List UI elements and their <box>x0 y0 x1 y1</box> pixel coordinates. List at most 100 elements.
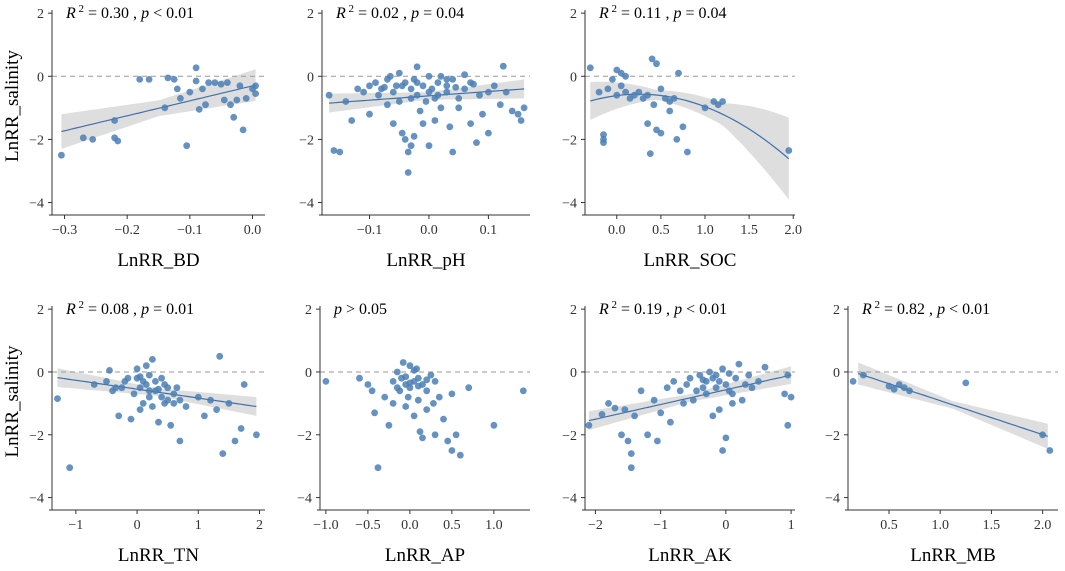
data-point <box>392 82 400 90</box>
data-point <box>650 101 658 109</box>
y-tick-label: 2 <box>833 303 840 318</box>
data-point <box>364 381 372 388</box>
y-tick-label: 2 <box>305 303 312 318</box>
data-point <box>670 378 678 385</box>
data-point <box>211 79 219 86</box>
data-point <box>425 142 433 150</box>
data-point <box>715 378 723 385</box>
data-point <box>167 421 175 429</box>
data-point <box>371 409 378 417</box>
data-point <box>195 106 203 113</box>
data-point <box>644 91 651 99</box>
data-point <box>152 378 159 385</box>
data-point <box>389 400 397 407</box>
x-tick-label: 2.0 <box>1034 518 1052 533</box>
data-point <box>220 96 228 104</box>
data-point <box>722 381 730 388</box>
data-point <box>207 396 214 404</box>
x-tick-label: 0.0 <box>244 223 262 238</box>
data-point <box>183 142 191 150</box>
data-point <box>476 91 483 99</box>
data-point <box>644 431 651 439</box>
data-point <box>136 384 144 392</box>
y-tick-label: −2 <box>562 133 577 148</box>
data-point <box>434 79 442 86</box>
data-point <box>502 88 510 96</box>
data-point <box>440 415 447 423</box>
data-point <box>745 371 753 379</box>
data-point <box>689 396 697 404</box>
confidence-band <box>61 69 256 149</box>
data-point <box>240 381 248 388</box>
data-point <box>192 64 200 72</box>
stat-annotation: R 2 = 0.02 , p = 0.04 <box>335 3 464 22</box>
data-point <box>709 412 717 420</box>
data-point <box>54 395 61 402</box>
data-point <box>402 373 410 381</box>
data-point <box>657 409 665 417</box>
data-point <box>404 169 412 176</box>
y-tick-label: −4 <box>562 492 577 507</box>
data-point <box>237 425 245 432</box>
data-point <box>173 85 181 93</box>
y-tick-label: −2 <box>562 429 577 444</box>
y-tick-label: 0 <box>570 366 577 381</box>
data-point <box>585 421 593 429</box>
data-point <box>389 88 397 96</box>
y-tick-label: −4 <box>29 197 44 212</box>
data-point <box>192 77 200 85</box>
x-tick-label: 1.0 <box>696 223 714 238</box>
data-point <box>176 437 184 445</box>
data-point <box>407 95 415 102</box>
data-point <box>90 381 98 388</box>
data-point <box>473 139 480 147</box>
data-point <box>406 379 414 387</box>
data-point <box>434 91 442 99</box>
data-point <box>485 129 492 137</box>
y-tick-label: −4 <box>825 492 840 507</box>
data-point <box>416 107 424 115</box>
data-point <box>217 80 225 88</box>
data-point <box>170 76 178 83</box>
data-point <box>517 117 525 124</box>
y-tick-label: 0 <box>570 70 577 85</box>
data-point <box>712 371 720 379</box>
data-point <box>149 403 156 410</box>
x-tick-label: −1 <box>653 518 668 533</box>
data-point <box>336 148 344 156</box>
data-point <box>389 120 397 127</box>
y-tick-label: −2 <box>297 429 312 444</box>
data-point <box>699 376 707 384</box>
data-point <box>520 104 528 112</box>
data-point <box>398 129 406 137</box>
data-point <box>106 367 113 374</box>
y-tick-label: 2 <box>37 7 44 22</box>
data-point <box>124 374 132 382</box>
data-point <box>406 362 414 370</box>
data-point <box>348 117 356 124</box>
data-point <box>356 374 363 382</box>
data-point <box>111 117 118 124</box>
data-point <box>719 447 726 454</box>
data-point <box>136 406 144 413</box>
data-point <box>648 55 656 63</box>
data-point <box>118 384 126 392</box>
data-point <box>103 378 110 385</box>
x-tick-label: 0.0 <box>401 518 419 533</box>
data-point <box>449 76 457 83</box>
data-point <box>422 98 430 105</box>
data-point <box>452 431 460 439</box>
x-tick-label: 0 <box>134 518 141 533</box>
data-point <box>239 126 247 134</box>
data-point <box>413 79 421 86</box>
data-point <box>787 393 795 401</box>
data-point <box>66 464 74 472</box>
data-point <box>395 98 403 105</box>
data-point <box>366 82 373 90</box>
data-point <box>706 368 713 376</box>
data-point <box>431 378 439 385</box>
data-point <box>374 464 382 472</box>
data-point <box>136 373 144 381</box>
data-point <box>644 120 651 127</box>
data-point <box>164 74 172 82</box>
